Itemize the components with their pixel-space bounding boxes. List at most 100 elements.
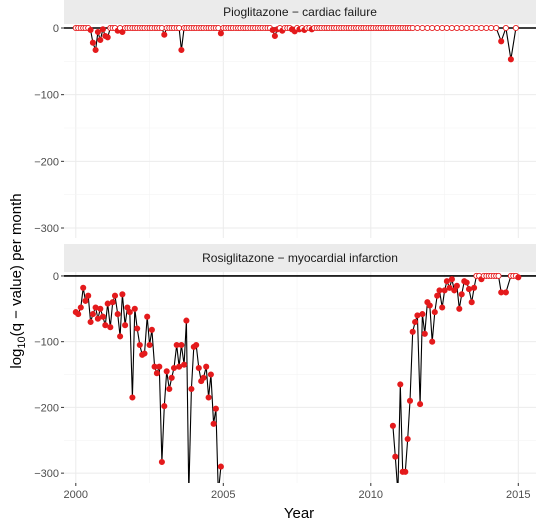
data-point [271, 32, 278, 40]
data-point [465, 286, 473, 293]
data-point [119, 291, 126, 298]
y-axis-title: log10(q − value) per month [8, 193, 28, 368]
x-tick-label: 2000 [64, 489, 88, 501]
data-point [448, 276, 455, 283]
data-point [404, 435, 411, 443]
data-point [441, 287, 448, 294]
data-point [141, 350, 148, 357]
data-point [104, 300, 111, 307]
series-line [392, 275, 519, 483]
data-point [178, 341, 185, 349]
data-point [166, 385, 173, 393]
data-point [99, 26, 106, 33]
data-point-nonsignificant [473, 24, 480, 32]
panel-1: Pioglitazone − cardiac failure 0 −100 −200 −… [34, 0, 536, 238]
data-point [458, 291, 465, 298]
data-point [217, 30, 224, 37]
data-point [144, 313, 151, 320]
data-point [409, 328, 416, 335]
y-tick-label: 0 [53, 23, 59, 35]
data-point [429, 338, 436, 345]
data-point [111, 292, 119, 299]
data-point [498, 38, 505, 45]
data-point [397, 381, 404, 388]
data-point-nonsignificant [419, 24, 426, 32]
data-point-nonsignificant [443, 24, 450, 32]
data-point [200, 374, 207, 381]
x-tick-label: 2010 [359, 489, 383, 501]
y-tick-label: −200 [34, 156, 59, 168]
data-point [114, 311, 121, 318]
data-point [439, 304, 446, 311]
data-point [77, 304, 84, 311]
data-point [94, 28, 101, 36]
data-point [104, 34, 111, 41]
data-point-nonsignificant [488, 24, 495, 32]
data-point [456, 305, 463, 312]
data-point-nonsignificant [458, 24, 465, 32]
data-point [515, 274, 522, 281]
data-point [207, 371, 214, 378]
data-point-nonsignificant [434, 24, 441, 32]
data-points [72, 24, 519, 63]
data-point [414, 312, 421, 319]
data-point [146, 341, 153, 349]
data-point [80, 284, 87, 291]
y-tick-label: −100 [34, 90, 59, 102]
data-point [217, 463, 224, 470]
data-point [97, 36, 104, 44]
y-tick-label: −300 [34, 223, 59, 235]
data-point [117, 333, 124, 340]
data-point-nonsignificant [414, 24, 421, 32]
data-point [109, 299, 116, 306]
data-point [102, 322, 109, 329]
data-point [183, 317, 190, 324]
data-point [158, 458, 165, 466]
data-point [136, 341, 143, 349]
data-point [421, 330, 428, 337]
data-point [94, 315, 101, 322]
data-point [176, 363, 183, 370]
data-point [181, 361, 188, 368]
data-point [99, 313, 106, 320]
data-point [402, 468, 409, 475]
data-point-nonsignificant [463, 24, 470, 32]
panel-2: Rosiglitazone − myocardial infarction 0 −1… [34, 244, 536, 483]
data-point [406, 397, 414, 404]
data-point-nonsignificant [176, 24, 183, 32]
x-tick-label: 2015 [506, 489, 530, 501]
data-point [87, 26, 94, 34]
data-point [126, 309, 133, 316]
y-tick-label: −200 [34, 402, 59, 414]
x-tick-label: 2005 [211, 489, 235, 501]
data-point [463, 279, 470, 286]
data-point [148, 326, 155, 333]
data-point [92, 46, 99, 54]
data-point-nonsignificant [429, 24, 436, 32]
data-point [82, 297, 89, 304]
data-point [471, 284, 478, 291]
data-point-nonsignificant [512, 24, 519, 32]
data-point [161, 31, 168, 38]
x-axis-title: Year [284, 505, 314, 522]
data-point [89, 39, 96, 46]
data-point [419, 311, 426, 318]
data-point-nonsignificant [502, 24, 509, 32]
data-point [507, 56, 514, 63]
data-point [75, 311, 82, 318]
data-point [134, 325, 141, 332]
data-point [178, 46, 185, 54]
panel-strip [64, 0, 536, 24]
data-point [502, 289, 509, 296]
panel-strip-label: Rosiglitazone − myocardial infarction [202, 251, 398, 265]
data-point [195, 364, 202, 372]
data-point [153, 370, 160, 377]
data-point [129, 394, 136, 401]
data-point [426, 302, 433, 309]
data-point [453, 282, 460, 289]
data-points [72, 272, 522, 475]
data-point-nonsignificant [493, 24, 500, 32]
data-point [124, 304, 131, 311]
data-point [434, 292, 441, 299]
data-point [212, 405, 219, 412]
